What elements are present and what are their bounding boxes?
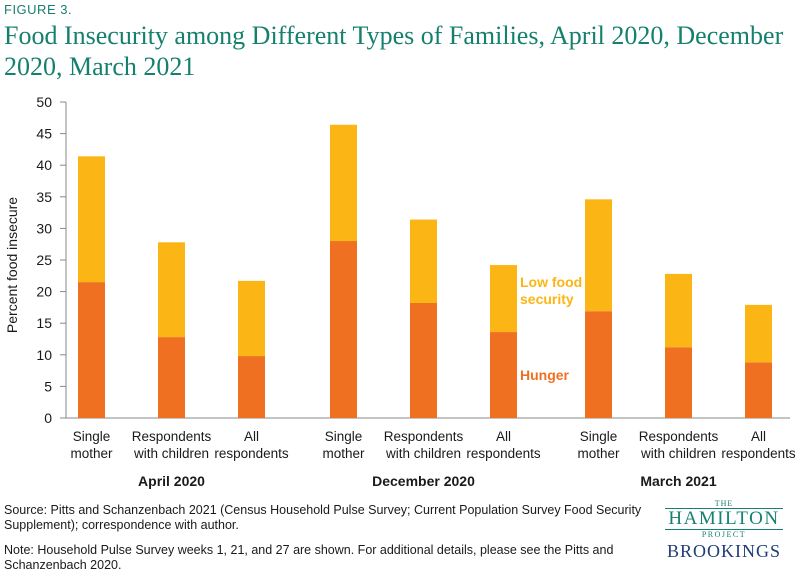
hamilton-brookings-logo: THE HAMILTON PROJECT BROOKINGS	[654, 500, 794, 561]
y-tick-label: 40	[36, 157, 52, 173]
bar-low-food-security	[238, 280, 265, 357]
bar-low-food-security	[585, 199, 612, 312]
x-tick-label: Single	[73, 429, 111, 444]
logo-hamilton: HAMILTON	[665, 508, 783, 530]
y-tick-label: 15	[36, 315, 52, 331]
x-tick-label: All	[751, 429, 766, 444]
x-tick-label: respondents	[466, 446, 541, 461]
x-tick-label: mother	[577, 446, 620, 461]
y-tick-label: 25	[36, 252, 52, 268]
logo-the: THE	[714, 499, 734, 508]
x-tick-label: All	[496, 429, 511, 444]
chart-title: Food Insecurity among Different Types of…	[4, 21, 784, 81]
logo-project: PROJECT	[701, 530, 747, 539]
bar-low-food-security	[665, 273, 692, 348]
x-tick-label: Respondents	[384, 429, 464, 444]
group-label: December 2020	[372, 473, 475, 489]
x-tick-label: Respondents	[132, 429, 212, 444]
x-tick-label: Single	[325, 429, 363, 444]
bar-hunger	[745, 362, 772, 418]
legend-low-food-security: Low food	[520, 274, 582, 290]
bar-hunger	[410, 302, 437, 418]
legend-low-food-security: security	[520, 291, 574, 307]
x-tick-label: respondents	[721, 446, 796, 461]
bar-hunger	[78, 282, 105, 418]
footnote: Note: Household Pulse Survey weeks 1, 21…	[4, 543, 614, 572]
y-tick-label: 20	[36, 284, 52, 300]
logo-brookings: BROOKINGS	[666, 541, 781, 561]
x-tick-label: with children	[385, 446, 461, 461]
bar-hunger	[665, 347, 692, 418]
y-axis-label: Percent food insecure	[4, 197, 20, 333]
bar-low-food-security	[330, 124, 357, 242]
stacked-bar-chart: 0 5 10 15 20 25 30 35 40 45 50 Percent food insecur…	[4, 94, 796, 489]
bar-low-food-security	[410, 219, 437, 303]
x-tick-label: with children	[640, 446, 716, 461]
y-tick-label: 30	[36, 220, 52, 236]
y-tick-label: 35	[36, 189, 52, 205]
y-tick-label: 50	[36, 94, 52, 110]
bar-low-food-security	[78, 156, 105, 283]
x-tick-label: respondents	[214, 446, 289, 461]
x-tick-label: Respondents	[639, 429, 719, 444]
x-tick-label: Single	[580, 429, 618, 444]
legend-hunger: Hunger	[520, 367, 570, 383]
y-tick-label: 0	[44, 410, 52, 426]
bar-hunger	[238, 356, 265, 418]
group-label: March 2021	[640, 473, 716, 489]
bar-low-food-security	[490, 265, 517, 333]
y-tick-label: 10	[36, 347, 52, 363]
bar-hunger	[585, 311, 612, 418]
group-label: April 2020	[138, 473, 205, 489]
y-tick-label: 45	[36, 126, 52, 142]
bar-hunger	[490, 332, 517, 418]
bar-low-food-security	[745, 304, 772, 363]
figure-label: FIGURE 3.	[4, 2, 73, 17]
x-tick-label: All	[244, 429, 259, 444]
bar-hunger	[158, 337, 185, 418]
bar-hunger	[330, 241, 357, 418]
bar-low-food-security	[158, 242, 185, 338]
x-tick-label: mother	[70, 446, 113, 461]
source-note: Source: Pitts and Schanzenbach 2021 (Cen…	[4, 503, 642, 532]
y-tick-label: 5	[44, 378, 52, 394]
x-tick-label: mother	[322, 446, 365, 461]
x-tick-label: with children	[133, 446, 209, 461]
